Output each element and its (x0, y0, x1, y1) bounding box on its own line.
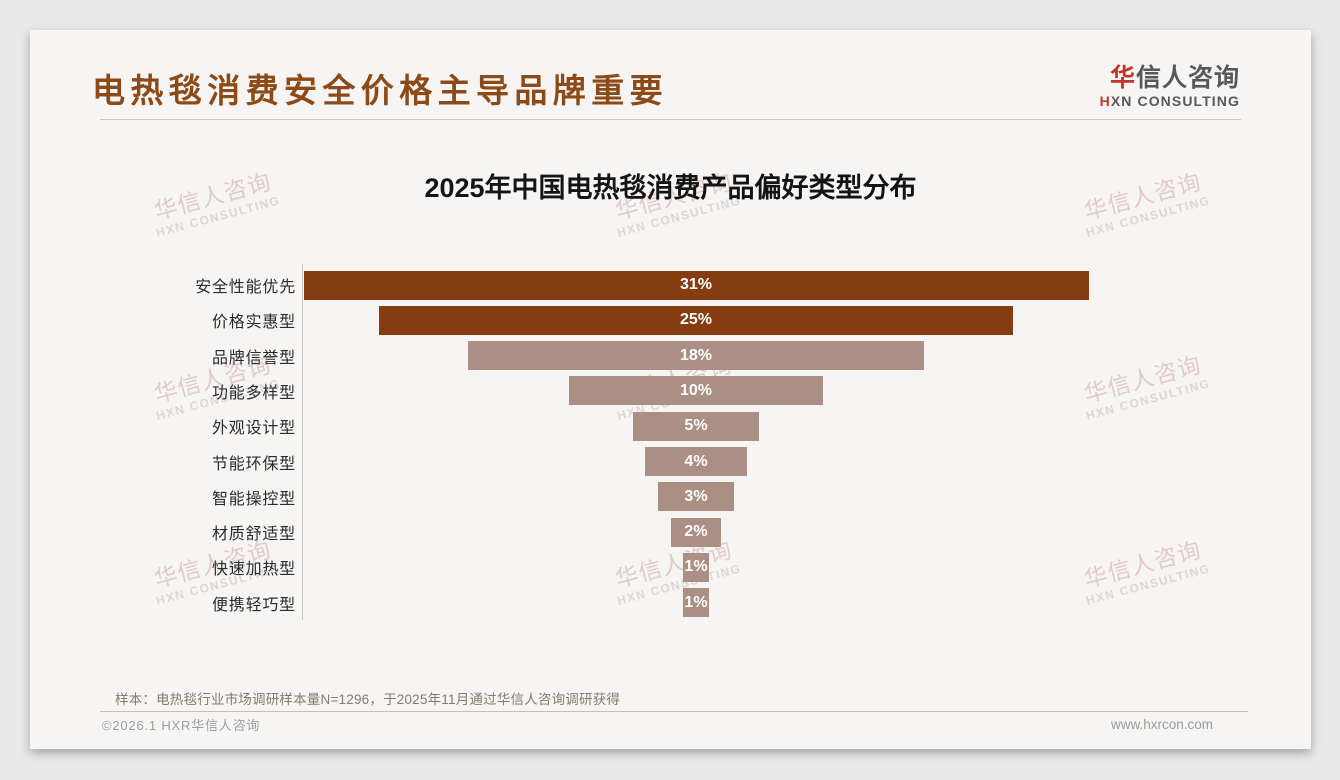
funnel-bar: 1% (683, 588, 709, 618)
copyright-text: ©2026.1 HXR华信人咨询 (102, 718, 261, 733)
category-axis-line (302, 264, 303, 620)
sample-note: 样本：电热毯行业市场调研样本量N=1296，于2025年11月通过华信人咨询调研… (115, 692, 621, 707)
bar-value-label: 4% (684, 452, 708, 470)
page-title: 电热毯消费安全价格主导品牌重要 (92, 72, 668, 109)
header-divider (100, 119, 1241, 120)
funnel-bar: 5% (632, 411, 760, 441)
brand-logo-en-accent: H (1099, 92, 1111, 109)
bar-value-label: 1% (684, 593, 708, 611)
funnel-chart: 安全性能优先 31% 价格实惠型 25% 品牌信誉型 18% 功能多样型 10% 外观设计型 5%… (30, 30, 1311, 749)
category-label: 功能多样型 (211, 384, 296, 402)
website-text: www.hxrcon.com (1110, 717, 1213, 732)
bar-value-label: 3% (684, 487, 708, 505)
slide-card: 华信人咨询 HXN CONSULTING 华信人咨询 HXN CONSULTING 华信… (30, 30, 1311, 749)
category-label: 智能操控型 (211, 490, 296, 508)
brand-logo-en-rest: XN CONSULTING (1110, 92, 1240, 109)
funnel-bar: 2% (670, 517, 722, 547)
category-label: 便携轻巧型 (211, 596, 296, 614)
brand-logo-english: HXN CONSULTING (1100, 93, 1240, 109)
category-label: 安全性能优先 (195, 279, 296, 296)
funnel-bar: 18% (468, 341, 924, 371)
bar-value-label: 31% (679, 276, 713, 293)
footer-divider (100, 711, 1248, 712)
funnel-bar: 10% (569, 376, 823, 406)
bar-value-label: 18% (679, 346, 712, 364)
chart-title: 2025年中国电热毯消费产品偏好类型分布 (424, 173, 917, 203)
brand-logo-zh-rest: 信人咨询 (1135, 63, 1240, 92)
bar-value-label: 10% (679, 381, 712, 399)
category-label: 节能环保型 (211, 455, 296, 473)
brand-logo-zh-accent: 华 (1109, 63, 1136, 92)
category-label: 快速加热型 (211, 561, 296, 579)
brand-logo: 华信人咨询 HXN CONSULTING (1100, 63, 1240, 109)
category-label: 材质舒适型 (211, 526, 296, 544)
bar-value-label: 1% (684, 558, 708, 576)
funnel-bar: 1% (683, 552, 709, 582)
funnel-bar: 31% (303, 270, 1089, 300)
bar-value-label: 2% (684, 523, 708, 541)
funnel-bar: 4% (645, 447, 747, 476)
category-label: 价格实惠型 (211, 314, 296, 332)
brand-logo-chinese: 华信人咨询 (1100, 63, 1240, 93)
funnel-bar: 25% (379, 305, 1013, 335)
category-label: 外观设计型 (211, 420, 296, 438)
funnel-bar: 3% (658, 482, 734, 512)
bar-value-label: 5% (684, 417, 708, 435)
category-label: 品牌信誉型 (211, 349, 296, 367)
bar-value-label: 25% (679, 311, 712, 329)
